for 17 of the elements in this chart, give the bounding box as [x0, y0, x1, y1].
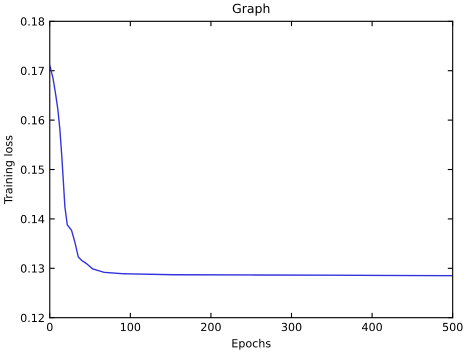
- x-tick-label: 200: [201, 322, 221, 332]
- y-axis-title: Training loss: [4, 136, 15, 204]
- y-tick-label: 0.14: [20, 214, 44, 224]
- x-tick-label: 300: [282, 322, 302, 332]
- y-tick-label: 0.17: [20, 66, 44, 76]
- y-tick-label: 0.12: [20, 314, 44, 322]
- line-series: [50, 64, 453, 276]
- x-tick-label: 500: [442, 322, 463, 332]
- y-tick-label: 0.15: [20, 165, 44, 174]
- y-tick-label: 0.18: [20, 17, 44, 26]
- y-tick-label: 0.16: [20, 116, 44, 124]
- x-tick-label: 100: [120, 322, 140, 332]
- x-tick-label: 400: [362, 322, 382, 332]
- x-tick-label: 0: [46, 322, 53, 332]
- x-axis-title: Epochs: [232, 338, 271, 350]
- chart-title: Graph: [232, 3, 270, 16]
- y-tick-label: 0.13: [20, 264, 44, 273]
